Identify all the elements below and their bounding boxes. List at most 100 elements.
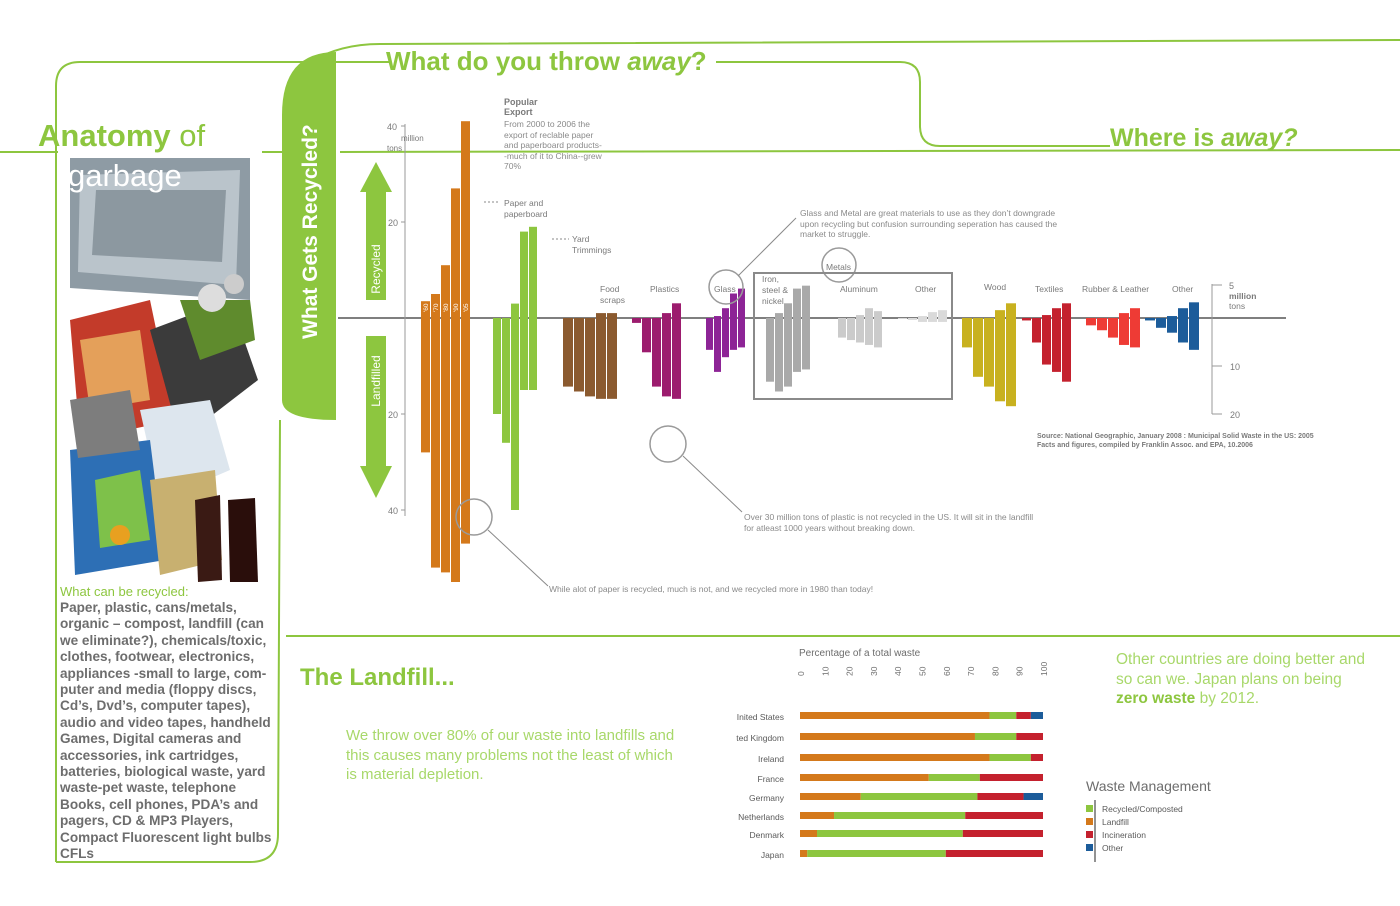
bar-landfilled — [784, 318, 792, 387]
bar-landfilled — [928, 318, 937, 322]
bar-landfilled — [865, 318, 873, 345]
anatomy-title: Anatomy of — [38, 118, 206, 153]
bar-landfilled — [1167, 318, 1177, 333]
bar-landfilled — [766, 318, 774, 382]
percent-axis-tick: 80 — [990, 666, 1000, 676]
stacked-bar-segment — [965, 812, 1043, 819]
bar-landfilled — [520, 318, 528, 390]
bar-landfilled — [1042, 318, 1051, 365]
bar-landfilled — [632, 318, 641, 323]
stacked-bar-segment — [1023, 793, 1043, 800]
left-axis-tick-landfilled: 40 — [388, 506, 398, 516]
bar-landfilled — [441, 318, 450, 573]
bar-recycled — [928, 312, 937, 318]
country-label: France — [758, 774, 785, 784]
bar-recycled — [511, 303, 519, 318]
percent-axis-tick: 100 — [1039, 662, 1049, 676]
bar-landfilled — [642, 318, 651, 353]
category-label: Other — [1172, 284, 1193, 294]
category-label: Rubber & Leather — [1082, 284, 1149, 294]
bar-recycled — [1062, 303, 1071, 318]
legend-label: Incineration — [1102, 830, 1146, 840]
bar-recycled — [1042, 315, 1051, 318]
bar-landfilled — [973, 318, 983, 377]
bar-landfilled — [908, 318, 917, 320]
bar-recycled — [775, 313, 783, 318]
bar-recycled — [607, 313, 617, 318]
left-axis-tick-landfilled: 20 — [388, 410, 398, 420]
paper-leader-2 — [487, 529, 549, 587]
bar-recycled — [529, 226, 537, 318]
legend-swatch — [1086, 844, 1093, 851]
bar-recycled — [1130, 308, 1140, 318]
bar-landfilled — [529, 318, 537, 390]
stacked-bar-segment — [974, 733, 1017, 740]
legend-label: Recycled/Composted — [1102, 804, 1183, 814]
glass-leader — [737, 217, 797, 277]
legend-swatch — [1086, 831, 1093, 838]
bar-recycled — [520, 231, 528, 318]
source-note: Source: National Geographic, January 200… — [1037, 433, 1314, 449]
category-label: Yard — [572, 234, 590, 244]
bar-recycled — [451, 188, 460, 318]
recycled-landfilled-arrow — [360, 162, 392, 498]
bar-landfilled — [1022, 318, 1031, 321]
year-label: '90 — [453, 303, 460, 312]
year-label: '60 — [423, 303, 430, 312]
waste-management-legend-title: Waste Management — [1086, 778, 1211, 794]
category-label: Iron, — [762, 274, 779, 284]
category-label: steel & — [762, 285, 788, 295]
bar-recycled — [1167, 316, 1177, 318]
bar-landfilled — [431, 318, 440, 568]
left-axis-tick-recycled: 20 — [388, 218, 398, 228]
bar-landfilled — [421, 318, 430, 453]
year-label: '05 — [463, 303, 470, 312]
bar-recycled — [714, 316, 721, 318]
stacked-bar-segment — [945, 850, 1043, 857]
bar-recycled — [441, 265, 450, 318]
recyclable-list: Paper, plastic, cans/metals, organic – c… — [60, 600, 272, 862]
category-label: Textiles — [1035, 284, 1063, 294]
country-label: Inited States — [737, 712, 784, 722]
bar-recycled — [722, 308, 729, 318]
bar-landfilled — [856, 318, 864, 343]
category-label: Other — [915, 284, 936, 294]
legend-label: Other — [1102, 843, 1123, 853]
stacked-bar-segment — [1016, 733, 1043, 740]
bar-recycled — [802, 285, 810, 318]
bar-recycled — [662, 313, 671, 318]
bar-landfilled — [898, 318, 907, 319]
bar-landfilled — [461, 318, 470, 544]
main-title-emphasis: away — [627, 46, 691, 76]
bar-landfilled — [1052, 318, 1061, 372]
right-axis-tick-landfilled: 10 — [1230, 362, 1240, 372]
stacked-bar-segment — [928, 774, 980, 781]
stacked-bar-segment — [800, 812, 835, 819]
bar-recycled — [461, 121, 470, 318]
stacked-bar-segment — [860, 793, 978, 800]
bar-landfilled — [511, 318, 519, 510]
stacked-bar-segment — [800, 793, 861, 800]
glass-circle — [708, 269, 744, 305]
category-label: paperboard — [504, 209, 548, 219]
category-label: Glass — [714, 284, 736, 294]
stacked-bar-segment — [807, 850, 946, 857]
zero-waste-highlight: zero waste — [1116, 690, 1196, 707]
country-label: Japan — [761, 850, 784, 860]
percent-chart-title: Percentage of a total waste — [799, 648, 921, 659]
bar-landfilled — [585, 318, 595, 397]
bar-landfilled — [706, 318, 713, 350]
category-label: Trimmings — [572, 245, 611, 255]
category-label: Food — [600, 284, 620, 294]
right-axis-unit: million — [1229, 291, 1256, 301]
vertical-banner — [282, 52, 336, 420]
bar-landfilled — [1145, 318, 1155, 321]
legend-label: Landfill — [1102, 817, 1129, 827]
bar-recycled — [784, 303, 792, 318]
where-title: Where is away? — [1110, 124, 1298, 152]
bar-landfilled — [502, 318, 510, 443]
landfill-title: The Landfill... — [300, 664, 455, 691]
garbage-collage-image — [60, 156, 260, 582]
country-label: ted Kingdom — [736, 733, 784, 743]
bar-landfilled — [838, 318, 846, 338]
